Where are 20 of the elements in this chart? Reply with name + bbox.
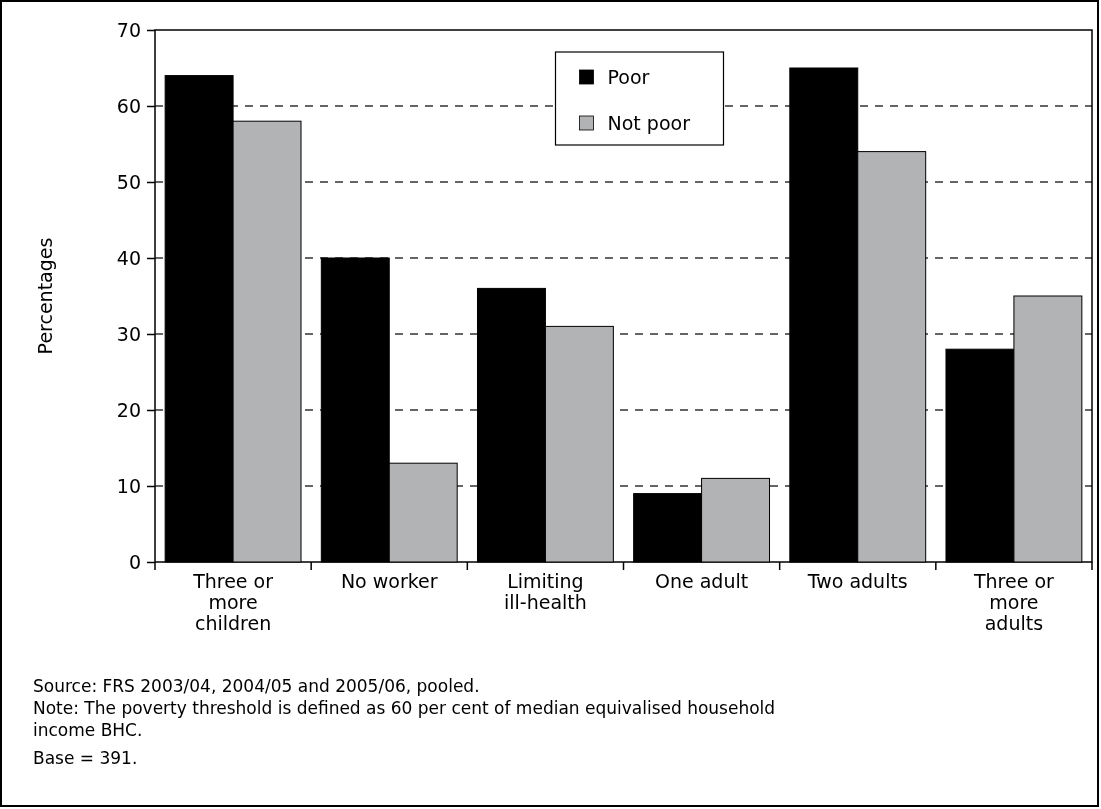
y-axis-title: Percentages bbox=[34, 237, 56, 355]
y-tick-label: 30 bbox=[116, 322, 141, 345]
y-tick-label: 70 bbox=[116, 18, 141, 41]
legend-label: Poor bbox=[607, 66, 650, 88]
source-note: Source: FRS 2003/04, 2004/05 and 2005/06, pooled. bbox=[33, 676, 480, 696]
y-tick-label: 40 bbox=[116, 246, 141, 269]
text: Note: The poverty threshold is defined as 60 per cent of median equivalised household income BHC. bbox=[33, 698, 776, 740]
y-tick-label: 60 bbox=[116, 94, 141, 117]
legend-label: Not poor bbox=[607, 112, 691, 134]
text: Base = 391. bbox=[33, 748, 138, 768]
y-tick-label: 50 bbox=[116, 170, 141, 193]
x-tick-label: No worker bbox=[340, 570, 438, 592]
y-tick-label: 10 bbox=[116, 474, 141, 497]
x-tick-label: Three or more adults bbox=[972, 570, 1055, 634]
x-tick-label: Three or more children bbox=[192, 570, 274, 634]
y-tick-label: 20 bbox=[116, 398, 141, 421]
x-tick-label: Two adults bbox=[806, 570, 908, 592]
x-tick-label: Limiting ill-health bbox=[503, 570, 587, 613]
x-tick-label: One adult bbox=[654, 570, 749, 592]
y-tick-label: 0 bbox=[128, 550, 141, 573]
